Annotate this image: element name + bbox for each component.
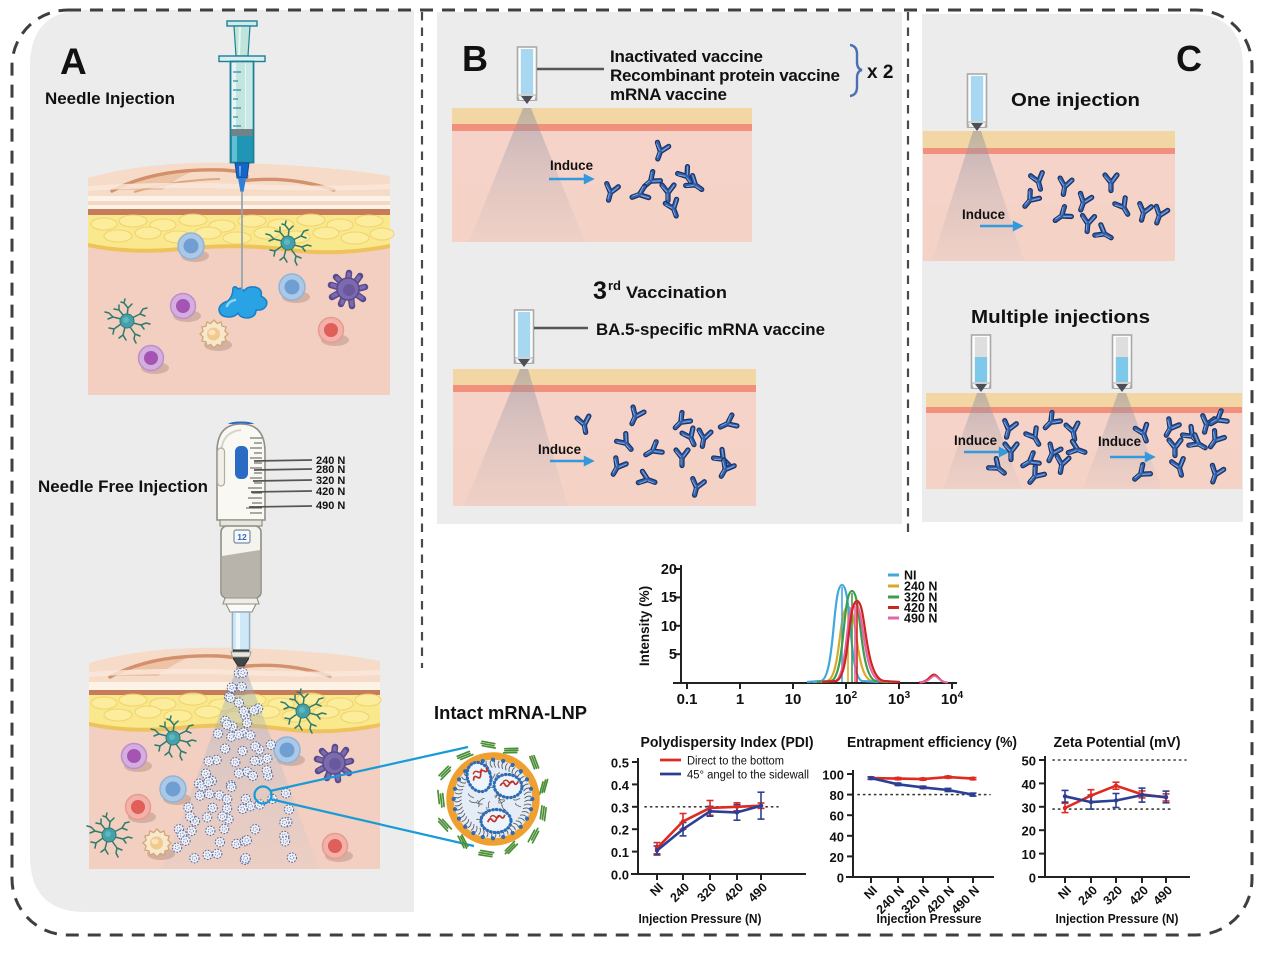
svg-text:10: 10 <box>1022 847 1036 862</box>
svg-text:Zeta Potential (mV): Zeta Potential (mV) <box>1054 735 1181 751</box>
svg-text:Injection Pressure: Injection Pressure <box>877 911 982 926</box>
svg-text:40: 40 <box>1022 777 1036 792</box>
svg-text:Recombinant protein vaccine: Recombinant protein vaccine <box>610 66 840 85</box>
svg-text:420 N: 420 N <box>316 486 345 498</box>
svg-text:100: 100 <box>822 768 844 783</box>
svg-text:C: C <box>1176 38 1202 79</box>
svg-text:0.4: 0.4 <box>611 778 630 793</box>
svg-text:Induce: Induce <box>954 432 997 448</box>
svg-text:0: 0 <box>1029 871 1036 886</box>
svg-text:Polydispersity Index (PDI): Polydispersity Index (PDI) <box>641 735 814 751</box>
svg-text:Entrapment efficiency (%): Entrapment efficiency (%) <box>847 735 1017 751</box>
svg-text:0.5: 0.5 <box>611 756 629 771</box>
svg-text:Needle Injection: Needle Injection <box>45 89 175 108</box>
svg-text:Intensity (%): Intensity (%) <box>637 586 652 666</box>
svg-text:20: 20 <box>661 562 677 578</box>
svg-text:15: 15 <box>661 590 677 606</box>
svg-text:One injection: One injection <box>1011 90 1140 110</box>
svg-text:0.2: 0.2 <box>611 823 629 838</box>
svg-text:240 N: 240 N <box>904 580 937 594</box>
svg-text:10: 10 <box>661 619 677 635</box>
svg-text:Intact mRNA-LNP: Intact mRNA-LNP <box>434 703 587 723</box>
svg-text:rd: rd <box>608 278 621 293</box>
svg-text:Direct to the bottom: Direct to the bottom <box>687 756 784 768</box>
svg-text:Multiple injections: Multiple injections <box>971 306 1150 327</box>
svg-text:mRNA vaccine: mRNA vaccine <box>610 85 727 104</box>
svg-text:Induce: Induce <box>538 441 581 457</box>
svg-text:1: 1 <box>736 691 744 708</box>
svg-text:Induce: Induce <box>962 206 1005 222</box>
svg-text:320 N: 320 N <box>316 475 345 487</box>
svg-text:320 N: 320 N <box>904 591 937 605</box>
svg-text:0.1: 0.1 <box>611 845 629 860</box>
svg-text:20: 20 <box>1022 824 1036 839</box>
svg-text:80: 80 <box>830 788 844 803</box>
svg-text:10: 10 <box>785 691 802 708</box>
svg-text:0.0: 0.0 <box>611 868 629 883</box>
svg-text:240 N: 240 N <box>316 455 345 467</box>
svg-text:A: A <box>60 41 87 82</box>
svg-text:30: 30 <box>1022 800 1036 815</box>
svg-text:280 N: 280 N <box>316 464 345 476</box>
svg-text:Needle Free Injection: Needle Free Injection <box>38 477 208 496</box>
svg-text:45° angel to the sidewall: 45° angel to the sidewall <box>687 770 809 782</box>
svg-text:0.1: 0.1 <box>677 691 698 708</box>
svg-text:x 2: x 2 <box>867 62 893 83</box>
svg-text:12: 12 <box>237 532 247 542</box>
svg-text:BA.5-specific mRNA vaccine: BA.5-specific mRNA vaccine <box>596 320 825 339</box>
svg-text:20: 20 <box>830 850 844 865</box>
svg-text:3: 3 <box>593 277 607 305</box>
svg-text:5: 5 <box>669 647 677 663</box>
svg-text:Vaccination: Vaccination <box>626 283 727 302</box>
svg-text:Injection Pressure (N): Injection Pressure (N) <box>639 911 762 926</box>
svg-text:NI: NI <box>904 569 917 583</box>
svg-text:Induce: Induce <box>1098 433 1141 449</box>
svg-text:0: 0 <box>837 871 844 886</box>
svg-text:50: 50 <box>1022 754 1036 769</box>
svg-text:490 N: 490 N <box>316 500 345 512</box>
svg-text:420 N: 420 N <box>904 601 937 615</box>
svg-text:Inactivated vaccine: Inactivated vaccine <box>610 47 763 66</box>
svg-text:Injection Pressure (N): Injection Pressure (N) <box>1056 911 1179 926</box>
svg-text:490 N: 490 N <box>904 612 937 626</box>
svg-text:40: 40 <box>830 829 844 844</box>
svg-text:0.3: 0.3 <box>611 800 629 815</box>
svg-text:60: 60 <box>830 809 844 824</box>
svg-text:Induce: Induce <box>550 157 593 173</box>
svg-text:B: B <box>462 38 488 79</box>
